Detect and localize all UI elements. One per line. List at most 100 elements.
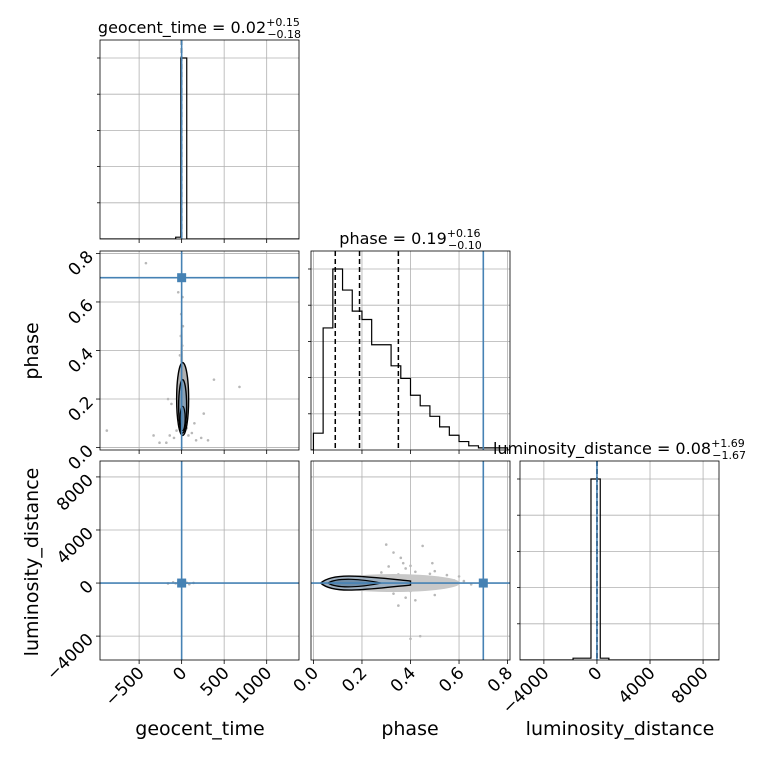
sample-point-phase_vs_geocent_time-33 bbox=[166, 397, 170, 401]
title-minus-geocent_time: −0.18 bbox=[267, 28, 301, 41]
title-main-luminosity_distance: luminosity_distance = 0.08 bbox=[493, 439, 711, 459]
sample-point-phase_vs_geocent_time-23 bbox=[168, 434, 172, 437]
x-axis-label-phase: phase bbox=[381, 718, 438, 740]
sample-point-phase_vs_geocent_time-36 bbox=[202, 412, 206, 415]
ytick-label-luminosity_distance-1: 0 bbox=[76, 577, 98, 599]
panel-geocent_time-vs-geocent_time: geocent_time = 0.02+0.15 −0.18 bbox=[97, 16, 301, 243]
panel-0-0-frame bbox=[99, 39, 300, 240]
panel-content-0-0 bbox=[100, 40, 299, 239]
ytick-label-phase-0: 0.0 bbox=[65, 441, 98, 474]
sample-point-luminosity_distance_vs_phase-0 bbox=[384, 543, 388, 546]
y-axis-label-luminosity-distance: luminosity_distance bbox=[21, 468, 43, 657]
xtick-label-phase-2: 0.4 bbox=[387, 663, 420, 696]
xtick-label-phase-3: 0.6 bbox=[435, 663, 468, 696]
panel-phase-vs-phase: phase = 0.19+0.16 −0.10 bbox=[308, 227, 511, 454]
panel-title-luminosity_distance: luminosity_distance = 0.08+1.69 −1.67 bbox=[493, 437, 746, 462]
panel-content-1-0 bbox=[100, 251, 299, 450]
ytick-label-luminosity_distance-0: −4000 bbox=[43, 630, 98, 685]
sample-point-phase_vs_geocent_time-28 bbox=[206, 438, 210, 442]
sample-point-luminosity_distance_vs_phase-3 bbox=[399, 556, 403, 560]
sample-point-luminosity_distance_vs_phase-2 bbox=[392, 551, 395, 554]
panel-2-0-frame bbox=[99, 460, 300, 661]
sample-point-phase_vs_geocent_time-30 bbox=[212, 378, 216, 381]
ytick-label-phase-4: 0.8 bbox=[65, 247, 98, 280]
sample-point-luminosity_distance_vs_phase-39 bbox=[387, 565, 390, 568]
panel-luminosity_distance-vs-luminosity_distance: luminosity_distance = 0.08+1.69 −1.67−400… bbox=[493, 437, 746, 718]
xtick-label-geocent_time-3: 1000 bbox=[231, 663, 276, 708]
sample-point-luminosity_distance_vs_phase-13 bbox=[380, 571, 383, 574]
sample-point-phase_vs_geocent_time-31 bbox=[238, 385, 241, 389]
ytick-label-phase-2: 0.4 bbox=[65, 344, 98, 377]
sample-point-luminosity_distance_vs_phase-25 bbox=[433, 593, 437, 597]
panels-layer: geocent_time = 0.02+0.15 −0.180.00.20.40.… bbox=[43, 16, 746, 718]
sample-point-luminosity_distance_vs_phase-24 bbox=[414, 599, 417, 602]
sample-point-phase_vs_geocent_time-29 bbox=[152, 434, 155, 437]
histogram-geocent_time bbox=[100, 57, 299, 239]
sample-point-luminosity_distance_vs_phase-37 bbox=[409, 637, 412, 641]
sample-point-phase_vs_geocent_time-27 bbox=[158, 441, 161, 445]
sample-point-phase_vs_geocent_time-25 bbox=[165, 441, 168, 445]
sample-point-luminosity_distance_vs_phase-1 bbox=[421, 544, 424, 548]
sample-point-phase_vs_geocent_time-1 bbox=[176, 290, 180, 294]
xtick-label-luminosity_distance-1: 0 bbox=[585, 663, 607, 685]
title-minus-phase: −0.10 bbox=[448, 239, 482, 252]
sample-point-luminosity_distance_vs_phase-9 bbox=[433, 569, 437, 573]
truth-marker-phase_vs_geocent_time bbox=[177, 273, 187, 283]
ytick-label-phase-3: 0.6 bbox=[65, 296, 98, 329]
sample-point-luminosity_distance_vs_phase-7 bbox=[414, 570, 417, 574]
histogram-luminosity_distance bbox=[520, 478, 719, 660]
x-axis-label-luminosity-distance: luminosity_distance bbox=[526, 718, 715, 740]
sample-point-phase_vs_geocent_time-0 bbox=[144, 261, 148, 265]
panel-content-2-2 bbox=[520, 461, 719, 660]
title-main-geocent_time: geocent_time = 0.02 bbox=[98, 18, 266, 38]
xtick-label-luminosity_distance-3: 8000 bbox=[668, 663, 713, 708]
sample-point-luminosity_distance_vs_phase-4 bbox=[409, 564, 412, 568]
truth-marker-luminosity_distance_vs_phase bbox=[478, 578, 488, 588]
xtick-label-phase-1: 0.2 bbox=[338, 663, 371, 696]
ytick-label-phase-1: 0.2 bbox=[65, 393, 98, 426]
y-axis-label-phase: phase bbox=[21, 322, 43, 379]
truth-marker-luminosity_distance_vs_geocent_time bbox=[177, 578, 187, 588]
panel-phase-vs-geocent_time: 0.0 0.2 0.4 0.6 0.8 bbox=[65, 247, 300, 474]
sample-point-luminosity_distance_vs_phase-6 bbox=[431, 561, 434, 565]
title-plus-luminosity_distance: +1.69 bbox=[711, 437, 745, 450]
panel-content-2-0 bbox=[100, 461, 299, 660]
xtick-label-geocent_time-2: 500 bbox=[197, 663, 234, 700]
panel-content-1-1 bbox=[311, 251, 510, 450]
sample-point-phase_vs_geocent_time-35 bbox=[170, 402, 173, 406]
panel-luminosity_distance-vs-phase: 0.0 0.2 0.4 0.6 0.8 bbox=[290, 460, 517, 697]
sample-point-luminosity_distance_vs_phase-11 bbox=[457, 575, 461, 578]
labels-layer: geocent_time phase luminosity_distance p… bbox=[21, 322, 714, 740]
sample-point-luminosity_distance_vs_phase-36 bbox=[418, 634, 422, 638]
sample-point-phase_vs_geocent_time-24 bbox=[194, 438, 198, 442]
sample-point-luminosity_distance_vs_phase-8 bbox=[428, 572, 432, 576]
sample-point-phase_vs_geocent_time-22 bbox=[190, 431, 194, 435]
title-plus-phase: +0.16 bbox=[447, 227, 481, 240]
xtick-label-phase-0: 0.0 bbox=[290, 663, 323, 696]
ytick-label-luminosity_distance-2: 4000 bbox=[53, 524, 98, 569]
title-main-phase: phase = 0.19 bbox=[339, 229, 446, 248]
sample-point-luminosity_distance_vs_phase-17 bbox=[462, 579, 466, 583]
sample-point-luminosity_distance_vs_phase-5 bbox=[404, 567, 407, 570]
sample-point-phase_vs_geocent_time-20 bbox=[187, 434, 190, 437]
sample-point-luminosity_distance_vs_phase-23 bbox=[404, 596, 407, 599]
ytick-label-luminosity_distance-3: 8000 bbox=[53, 471, 98, 516]
xtick-label-luminosity_distance-2: 4000 bbox=[615, 663, 660, 708]
sample-point-phase_vs_geocent_time-34 bbox=[193, 422, 196, 425]
panel-content-2-1 bbox=[311, 461, 510, 660]
sample-point-luminosity_distance_vs_phase-22 bbox=[392, 592, 395, 595]
panel-title-geocent_time: geocent_time = 0.02+0.15 −0.18 bbox=[98, 16, 301, 41]
sample-point-phase_vs_geocent_time-19 bbox=[175, 429, 178, 432]
sample-point-luminosity_distance_vs_phase-38 bbox=[401, 561, 405, 565]
sample-point-phase_vs_geocent_time-26 bbox=[199, 436, 203, 440]
title-plus-geocent_time: +0.15 bbox=[266, 16, 300, 29]
sample-point-phase_vs_geocent_time-21 bbox=[172, 436, 176, 440]
title-minus-luminosity_distance: −1.67 bbox=[712, 449, 746, 462]
histogram-phase bbox=[311, 268, 510, 450]
sample-point-luminosity_distance_vs_phase-10 bbox=[445, 573, 449, 577]
sample-point-luminosity_distance_vs_phase-26 bbox=[397, 604, 400, 607]
panel-title-phase: phase = 0.19+0.16 −0.10 bbox=[339, 227, 481, 252]
xtick-label-geocent_time-1: 0 bbox=[169, 663, 191, 685]
